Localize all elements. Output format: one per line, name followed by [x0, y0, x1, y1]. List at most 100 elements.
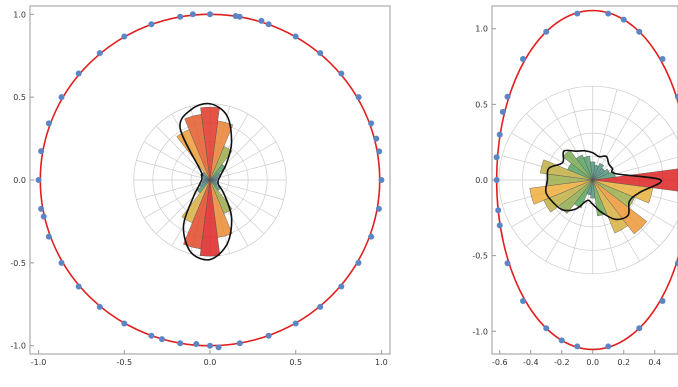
scatter-point	[177, 340, 184, 347]
polar-bar	[209, 179, 233, 238]
scatter-point	[193, 341, 200, 348]
scatter-point	[543, 28, 550, 35]
scatter-point	[38, 148, 45, 155]
scatter-point	[207, 342, 213, 349]
scatter-point	[496, 222, 503, 229]
y-tick-label: 1.0	[13, 10, 26, 19]
scatter-point	[232, 12, 239, 19]
scatter-point	[58, 259, 65, 266]
y-tick-label: 0.0	[13, 176, 26, 185]
scatter-point	[495, 207, 502, 214]
polar-bar	[592, 168, 610, 181]
y-tick-label: -0.5	[10, 259, 26, 268]
scatter-point	[292, 33, 299, 40]
scatter-point	[574, 343, 581, 350]
scatter-point	[75, 70, 82, 77]
scatter-point	[375, 205, 382, 212]
x-tick-label: -1.0	[31, 358, 47, 367]
y-tick-label: -1.0	[472, 327, 488, 336]
scatter-point	[236, 340, 243, 347]
x-tick-label: -0.5	[116, 358, 132, 367]
scatter-point	[258, 17, 265, 24]
polar-grid-spoke	[209, 179, 284, 201]
scatter-point	[58, 94, 65, 101]
scatter-point	[499, 108, 506, 115]
polar-bar	[529, 179, 593, 205]
scatter-point	[496, 131, 503, 138]
scatter-point	[378, 177, 385, 183]
y-tick-label: -0.5	[472, 252, 488, 261]
scatter-point	[520, 55, 526, 62]
scatter-point	[355, 94, 362, 101]
polar-bar	[209, 179, 233, 214]
x-tick-label: 0.5	[289, 358, 302, 367]
scatter-point	[96, 303, 103, 310]
x-tick-label: 0.2	[617, 358, 630, 367]
x-tick-label: -0.4	[523, 358, 539, 367]
scatter-point	[148, 21, 155, 28]
scatter-point	[148, 332, 155, 339]
y-tick-label: 0.0	[475, 176, 488, 185]
polar-bar	[574, 179, 593, 209]
polar-bar	[592, 179, 653, 204]
polar-bar	[543, 179, 593, 213]
scatter-point	[292, 320, 299, 327]
polar-grid-spoke	[143, 141, 211, 181]
scatter-point	[317, 303, 324, 310]
scatter-point	[159, 336, 165, 343]
scatter-point	[605, 10, 612, 17]
scatter-point	[558, 337, 565, 344]
scatter-point	[355, 259, 362, 266]
scatter-point	[96, 50, 103, 57]
scatter-point	[207, 11, 213, 18]
scatter-point	[675, 260, 678, 267]
scatter-point	[620, 16, 627, 23]
polar-grid-spoke	[136, 179, 211, 201]
polar-grid-spoke	[592, 89, 618, 181]
scatter-point	[45, 233, 52, 240]
scatter-point	[215, 344, 222, 351]
polar-bar	[199, 179, 221, 257]
scatter-point	[574, 10, 581, 17]
scatter-point	[520, 298, 526, 305]
left-panel: -1.0 -0.5 0.0 0.5 1.0 1.0 0.5 0.0 -0.5 -1.0	[10, 5, 391, 367]
scatter-point	[543, 325, 550, 332]
scatter-point	[493, 154, 500, 161]
scatter-point	[121, 33, 128, 40]
scatter-point	[45, 120, 52, 127]
scatter-point	[605, 343, 612, 350]
polar-bar	[592, 162, 605, 181]
x-tick-label: 0.0	[586, 358, 599, 367]
polar-grid-spoke	[209, 159, 284, 181]
x-tick-label: 1.0	[375, 358, 388, 367]
x-tick-label: -0.6	[492, 358, 508, 367]
polar-grid-spoke	[592, 113, 660, 181]
scatter-point	[368, 120, 375, 127]
y-tick-label: -1.0	[10, 342, 26, 351]
y-tick-label: 0.5	[475, 100, 488, 109]
right-panel: -0.6-0.4-0.20.00.20.40.61.00.50.0-0.5-1.…	[472, 5, 678, 367]
scatter-point	[265, 21, 272, 28]
polar-bar	[592, 168, 678, 192]
scatter-point	[493, 177, 500, 183]
x-tick-label: -0.2	[554, 358, 570, 367]
scatter-point	[376, 148, 383, 155]
scatter-point	[38, 205, 45, 212]
scatter-point	[675, 93, 678, 100]
scatter-point	[636, 28, 643, 35]
scatter-point	[659, 298, 666, 305]
scatter-point	[368, 233, 375, 240]
scatter-point	[504, 260, 511, 267]
y-tick-label: 1.0	[475, 25, 488, 34]
scatter-point	[265, 332, 272, 339]
x-tick-label: 0.4	[648, 358, 661, 367]
scatter-point	[189, 11, 196, 18]
scatter-point	[75, 283, 82, 290]
polar-grid-spoke	[209, 179, 277, 219]
polar-bar	[540, 159, 593, 181]
scatter-point	[40, 213, 47, 220]
scatter-point	[35, 177, 42, 183]
scatter-point	[177, 13, 184, 20]
scatter-point	[121, 320, 128, 327]
